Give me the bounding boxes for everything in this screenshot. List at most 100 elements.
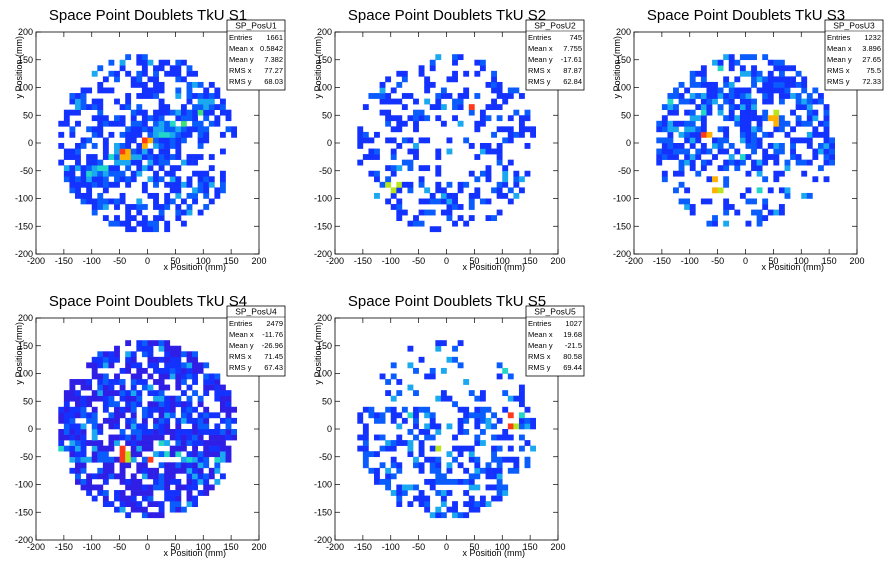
histogram-bin [80, 87, 87, 94]
histogram-bin [147, 490, 154, 496]
histogram-bin [75, 423, 81, 430]
histogram-bin [192, 484, 198, 491]
histogram-bin [208, 198, 215, 205]
histogram-bin [689, 165, 696, 172]
histogram-bin [390, 440, 397, 446]
histogram-bin [457, 478, 464, 485]
histogram-bin [219, 390, 226, 396]
histogram-bin [407, 451, 414, 458]
histogram-bin [700, 70, 707, 77]
histogram-bin [153, 340, 159, 347]
histogram-bin [108, 401, 115, 408]
histogram-bin [75, 98, 81, 105]
histogram-bin [739, 126, 746, 133]
histogram-bin [728, 98, 735, 105]
histogram-bin [429, 445, 436, 452]
histogram-bin [362, 451, 369, 458]
histogram-bin [745, 154, 752, 160]
histogram-bin [119, 434, 126, 441]
histogram-bin [362, 440, 369, 446]
histogram-bin [69, 187, 76, 194]
histogram-bin [192, 406, 198, 413]
histogram-bin [368, 451, 375, 458]
histogram-bin [734, 159, 741, 166]
histogram-bin [756, 187, 763, 194]
histogram-bin [158, 440, 165, 446]
histogram-bin [75, 143, 81, 149]
x-tick-label: 100 [196, 256, 211, 266]
histogram-bin [407, 181, 414, 188]
histogram-bin [102, 356, 109, 363]
histogram-bin [474, 417, 481, 424]
histogram-bin [457, 204, 464, 210]
histogram-bin [86, 154, 93, 160]
histogram-bin [158, 412, 165, 419]
histogram-bin [513, 109, 520, 116]
histogram-bin [424, 87, 431, 94]
histogram-bin [667, 98, 674, 105]
histogram-bin [452, 512, 458, 519]
histogram-bin [164, 395, 171, 402]
y-tick-label: -200 [314, 249, 332, 259]
histogram-bin [435, 429, 442, 435]
histogram-bin [491, 434, 497, 441]
histogram-bin [175, 345, 182, 352]
histogram-bin [114, 412, 120, 419]
histogram-bin [502, 456, 509, 463]
histogram-bin [63, 445, 70, 452]
histogram-bin [812, 126, 819, 133]
histogram-bin [751, 165, 757, 172]
histogram-bin [63, 115, 70, 122]
histogram-bin [507, 395, 514, 402]
histogram-bin [91, 198, 98, 205]
histogram-bin [97, 456, 104, 463]
histogram-bin [158, 104, 165, 110]
histogram-bin [695, 137, 702, 144]
histogram-bin [684, 159, 691, 166]
stats-label: RMS x [528, 352, 551, 361]
histogram-bin [158, 501, 165, 507]
histogram-bin [141, 226, 148, 233]
histogram-bin [186, 209, 193, 216]
histogram-bin [385, 115, 392, 122]
histogram-bin [513, 176, 520, 183]
histogram-bin [739, 159, 746, 166]
histogram-bin [530, 126, 537, 133]
histogram-bin [829, 137, 836, 144]
histogram-bin [102, 148, 109, 155]
histogram-bin [130, 456, 137, 463]
histogram-bin [80, 104, 87, 110]
histogram-bin [192, 417, 198, 424]
histogram-bin [717, 137, 724, 144]
histogram-bin [169, 351, 176, 358]
histogram-bin [413, 390, 419, 396]
histogram-bin [762, 98, 769, 105]
histogram-bin [180, 59, 187, 66]
histogram-bin [496, 181, 503, 188]
histogram-bin [357, 159, 364, 166]
histogram-bin [158, 340, 165, 347]
histogram-bin [474, 434, 481, 441]
histogram-bin [396, 379, 403, 385]
histogram-bin [125, 215, 132, 221]
histogram-bin [435, 170, 442, 177]
y-tick-label: 100 [18, 83, 33, 93]
histogram-bin [147, 484, 154, 491]
histogram-bin [147, 473, 154, 480]
histogram-bin [413, 143, 419, 149]
histogram-bin [136, 506, 143, 513]
histogram-bin [385, 109, 392, 116]
histogram-bin [186, 81, 193, 88]
histogram-bin [678, 81, 685, 88]
histogram-bin [203, 484, 210, 491]
histogram-bin [723, 54, 730, 61]
histogram-bin [728, 143, 735, 149]
histogram-bin [396, 495, 403, 502]
histogram-bin [468, 198, 475, 205]
histogram-bin [102, 501, 109, 507]
histogram-bin [673, 120, 679, 127]
histogram-bin [435, 181, 442, 188]
histogram-bin [357, 412, 364, 419]
histogram-bin [491, 98, 497, 105]
histogram-bin [69, 98, 76, 105]
